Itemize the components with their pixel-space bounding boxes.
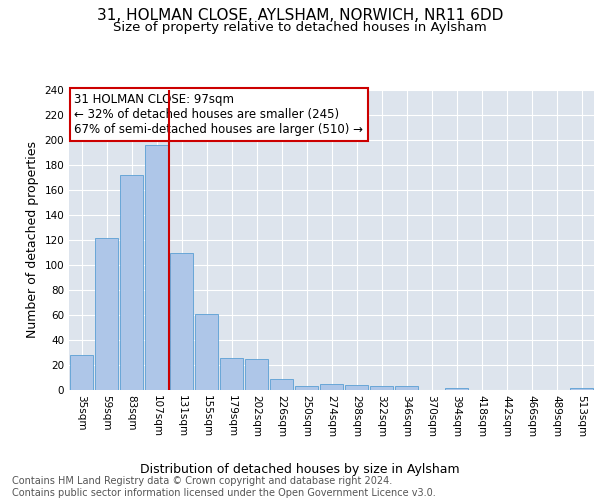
Bar: [569, 388, 593, 390]
Bar: [220, 358, 244, 390]
Bar: [194, 314, 218, 390]
Bar: [344, 385, 368, 390]
Text: 31 HOLMAN CLOSE: 97sqm
← 32% of detached houses are smaller (245)
67% of semi-de: 31 HOLMAN CLOSE: 97sqm ← 32% of detached…: [74, 93, 363, 136]
Bar: [95, 238, 118, 390]
Text: Size of property relative to detached houses in Aylsham: Size of property relative to detached ho…: [113, 21, 487, 34]
Bar: [119, 175, 143, 390]
Text: Contains HM Land Registry data © Crown copyright and database right 2024.
Contai: Contains HM Land Registry data © Crown c…: [12, 476, 436, 498]
Bar: [370, 386, 394, 390]
Bar: [170, 252, 193, 390]
Bar: [145, 145, 169, 390]
Y-axis label: Number of detached properties: Number of detached properties: [26, 142, 39, 338]
Bar: [295, 386, 319, 390]
Bar: [445, 388, 469, 390]
Bar: [395, 386, 418, 390]
Bar: [245, 359, 268, 390]
Bar: [70, 355, 94, 390]
Bar: [269, 379, 293, 390]
Text: Distribution of detached houses by size in Aylsham: Distribution of detached houses by size …: [140, 462, 460, 475]
Text: 31, HOLMAN CLOSE, AYLSHAM, NORWICH, NR11 6DD: 31, HOLMAN CLOSE, AYLSHAM, NORWICH, NR11…: [97, 8, 503, 22]
Bar: [320, 384, 343, 390]
